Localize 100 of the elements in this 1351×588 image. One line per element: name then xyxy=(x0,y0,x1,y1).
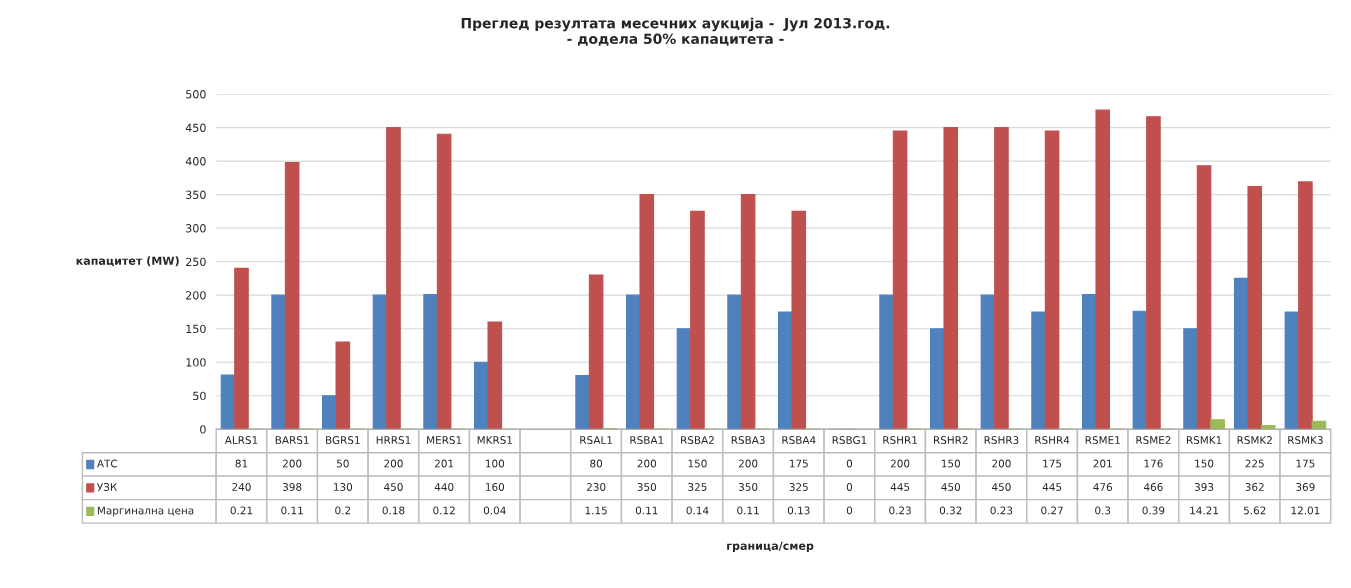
x-tick-label: RSHR1 xyxy=(883,436,917,444)
data-label: 240 xyxy=(232,483,251,491)
data-label: 160 xyxy=(486,483,505,491)
data-label: 0.04 xyxy=(483,506,506,515)
data-label: 0 xyxy=(846,459,853,468)
x-tick-label: RSBA2 xyxy=(681,436,714,444)
data-label: 0.13 xyxy=(787,506,810,515)
data-label: 362 xyxy=(1245,483,1264,491)
x-tick-label: RSAL1 xyxy=(580,436,612,444)
data-label: 0.11 xyxy=(281,506,303,515)
data-label: 440 xyxy=(434,483,454,491)
data-label: 393 xyxy=(1194,483,1214,491)
data-label: 445 xyxy=(1042,483,1062,491)
x-tick-label: MKRS1 xyxy=(477,436,512,444)
data-label: 175 xyxy=(789,459,808,468)
data-label: 0.23 xyxy=(889,506,911,515)
y-tick-label: 200 xyxy=(186,291,206,300)
data-label: 450 xyxy=(992,483,1011,491)
legend-label: УЗК xyxy=(97,483,118,491)
data-label: 445 xyxy=(890,483,910,491)
data-label: 200 xyxy=(637,459,657,468)
data-label: 175 xyxy=(1296,459,1315,468)
text: граница/смер xyxy=(727,541,814,553)
data-label: 14.21 xyxy=(1190,506,1219,515)
x-tick-label: RSBG1 xyxy=(832,436,867,444)
x-tick-label: RSHR4 xyxy=(1035,436,1070,444)
data-label: 476 xyxy=(1093,483,1113,491)
legend-label: Маргинална цена xyxy=(97,506,194,517)
data-label: 225 xyxy=(1245,459,1264,468)
y-tick-label: 250 xyxy=(186,257,206,267)
data-label: 450 xyxy=(941,483,961,491)
data-label: 350 xyxy=(738,483,758,491)
y-tick-label: 300 xyxy=(186,224,206,233)
x-tick-label: ALRS1 xyxy=(224,436,258,444)
data-label: 200 xyxy=(890,459,910,468)
data-label: 200 xyxy=(282,459,302,468)
x-tick-label: MERS1 xyxy=(427,436,462,444)
data-label: 350 xyxy=(637,483,657,491)
data-label: 50 xyxy=(336,459,349,468)
data-label: 0.14 xyxy=(686,506,709,515)
x-tick-label: RSBA4 xyxy=(782,436,816,444)
data-label: 200 xyxy=(738,459,758,468)
data-label: 0.2 xyxy=(335,506,351,515)
y-tick-label: 350 xyxy=(186,190,206,200)
data-label: 0.32 xyxy=(939,506,962,515)
data-label: 450 xyxy=(384,483,403,491)
x-tick-label: RSBA1 xyxy=(630,436,664,444)
x-tick-label: BGRS1 xyxy=(326,436,360,444)
data-label: 369 xyxy=(1296,483,1315,491)
data-label: 0.11 xyxy=(635,506,658,515)
y-tick-label: 400 xyxy=(185,157,206,166)
data-label: 0.21 xyxy=(230,506,253,515)
x-tick-label: RSHR2 xyxy=(934,436,968,444)
data-label: 175 xyxy=(1043,459,1062,468)
data-label: 201 xyxy=(434,459,454,468)
data-label: 5.62 xyxy=(1243,506,1266,515)
data-label: 0 xyxy=(846,483,853,491)
data-label: 325 xyxy=(789,483,808,491)
data-label: 0 xyxy=(846,506,853,515)
data-label: 81 xyxy=(235,459,248,468)
data-label: 150 xyxy=(688,459,707,468)
data-label: 150 xyxy=(941,459,961,468)
data-label: 0.3 xyxy=(1095,506,1111,515)
y-tick-label: 100 xyxy=(186,358,206,367)
data-label: 200 xyxy=(384,459,403,468)
y-axis-title: капацитет (MW) xyxy=(76,256,179,267)
data-label: 80 xyxy=(590,459,603,468)
data-label: 398 xyxy=(283,483,302,491)
data-label: 100 xyxy=(486,459,505,468)
y-tick-label: 500 xyxy=(186,90,206,99)
data-label: 130 xyxy=(334,483,353,491)
y-tick-label: 450 xyxy=(185,123,206,132)
x-tick-label: RSHR3 xyxy=(984,436,1019,444)
data-label: 201 xyxy=(1093,459,1112,468)
data-label: 0.23 xyxy=(990,506,1013,515)
data-label: 0.18 xyxy=(382,506,405,515)
data-label: 12.01 xyxy=(1291,506,1320,515)
y-tick-label: 150 xyxy=(186,324,206,334)
x-tick-label: HRRS1 xyxy=(376,436,411,444)
data-label: 150 xyxy=(1195,459,1214,468)
data-label: 0.27 xyxy=(1041,506,1063,515)
data-label: 0.39 xyxy=(1142,506,1165,515)
data-label: 230 xyxy=(586,483,606,491)
legend-label: АТС xyxy=(96,459,118,468)
x-tick-label: RSMK1 xyxy=(1186,436,1222,444)
chart-title: Преглед резултата месечних аукција - Јул 2013.год. xyxy=(461,17,890,32)
data-label: 1.15 xyxy=(585,506,607,515)
data-label: 325 xyxy=(688,483,707,491)
data-label: 0.11 xyxy=(737,506,759,515)
x-tick-label: BARS1 xyxy=(275,436,309,444)
data-label: 176 xyxy=(1144,459,1163,468)
x-tick-label: RSMK2 xyxy=(1237,436,1272,444)
chart-subtitle: - додела 50% капацитета - xyxy=(567,33,784,46)
x-tick-label: RSME2 xyxy=(1136,436,1171,444)
y-tick-label: 50 xyxy=(193,391,206,401)
data-label: 200 xyxy=(992,459,1011,468)
data-label: 466 xyxy=(1143,483,1163,491)
x-tick-label: RSME1 xyxy=(1085,436,1120,444)
x-tick-label: RSBA3 xyxy=(731,436,765,444)
y-tick-label: 0 xyxy=(200,425,206,434)
